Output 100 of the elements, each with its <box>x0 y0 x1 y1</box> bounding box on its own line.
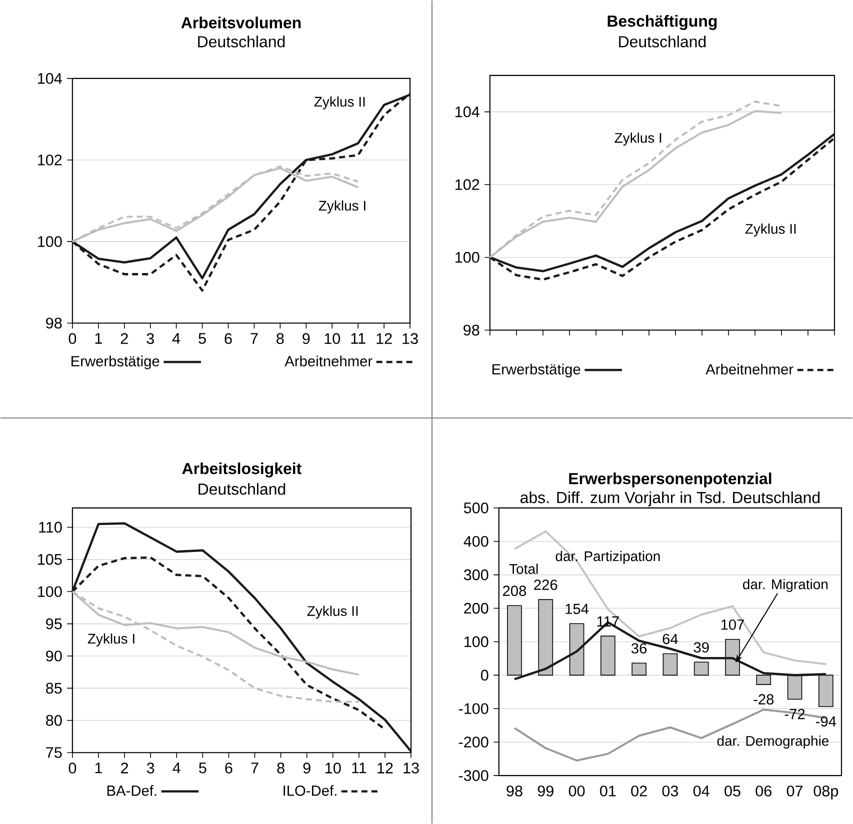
data-label: 154 <box>566 604 589 614</box>
x-tick-label: 0 <box>68 333 76 344</box>
bar <box>662 653 678 676</box>
y-tick-label: -100 <box>458 703 488 714</box>
chart-subtitle: Deutschland <box>198 483 286 495</box>
annotation: Zyklus I <box>88 633 134 646</box>
x-tick-label: 10 <box>324 333 340 344</box>
x-tick-label: 5 <box>199 762 206 774</box>
y-tick-label: 104 <box>38 73 62 84</box>
y-tick-label: 75 <box>46 747 62 758</box>
legend-label: BA-Def. <box>107 785 156 796</box>
x-tick-label: 0 <box>68 762 76 774</box>
y-tick-label: 300 <box>464 569 488 580</box>
y-tick-label: 110 <box>39 522 62 533</box>
y-tick-label: 80 <box>46 714 62 726</box>
bar <box>694 662 709 676</box>
x-tick-label: 10 <box>326 762 341 774</box>
x-tick-label: 01 <box>600 786 616 796</box>
legend-label: Erwerbstätige <box>492 364 580 378</box>
text: dar. Migration <box>743 578 828 592</box>
x-tick-label: 04 <box>693 786 710 796</box>
annotation: Zyklus I <box>614 132 662 146</box>
x-tick-label: 13 <box>402 333 418 344</box>
y-tick-label: 102 <box>38 154 62 166</box>
x-tick-label: 08p <box>814 786 838 800</box>
x-tick-label: 4 <box>172 762 180 774</box>
bar <box>507 605 522 676</box>
y-tick-label: 500 <box>464 502 488 514</box>
x-tick-label: 02 <box>631 786 647 796</box>
data-label: 208 <box>502 586 526 596</box>
x-tick-label: 4 <box>172 333 180 344</box>
chart-title: Beschäftigung <box>608 15 717 30</box>
legend-label: Arbeitnehmer <box>706 364 794 374</box>
y-tick-label: 102 <box>456 179 480 190</box>
series-label: dar. Partizipation <box>556 550 660 564</box>
x-tick-label: 11 <box>352 762 366 774</box>
bar <box>756 674 772 685</box>
x-tick-label: 11 <box>351 333 366 344</box>
x-tick-label: 9 <box>302 333 310 344</box>
y-tick-label: 105 <box>38 554 62 565</box>
x-tick-label: 00 <box>568 786 585 796</box>
y-tick-label: 98 <box>464 324 480 336</box>
y-tick-label: 95 <box>46 618 62 630</box>
x-tick-label: 2 <box>120 333 128 344</box>
x-tick-label: 03 <box>662 786 678 796</box>
bar <box>538 599 554 676</box>
y-tick-label: 98 <box>46 318 62 329</box>
chart-subtitle: Deutschland <box>198 36 285 48</box>
chart-subtitle: Deutschland <box>619 36 706 48</box>
x-tick-label: 12 <box>378 762 393 774</box>
x-tick-label: 7 <box>250 333 258 344</box>
y-tick-label: 100 <box>456 252 480 263</box>
chart-subtitle: abs. Diff. zum Vorjahr in Tsd. Deutschland <box>520 491 820 506</box>
chart-title: Arbeitsvolumen <box>181 16 301 28</box>
x-tick-label: 3 <box>146 333 154 344</box>
bar <box>569 623 584 676</box>
data-label: 226 <box>534 580 558 590</box>
x-tick-label: 6 <box>224 333 232 344</box>
y-tick-label: 100 <box>38 586 62 598</box>
y-tick-label: 104 <box>456 106 480 118</box>
x-tick-label: 07 <box>786 786 803 796</box>
chart-title: Arbeitslosigkeit <box>182 462 302 478</box>
x-tick-label: 5 <box>198 333 206 344</box>
x-tick-label: 1 <box>95 333 102 344</box>
bar <box>632 662 646 676</box>
x-tick-label: 6 <box>225 762 232 774</box>
data-label: -72 <box>784 708 805 720</box>
chart-title: Erwerbspersonenpotenzial <box>569 472 772 488</box>
y-tick-label: 85 <box>46 682 62 694</box>
bar <box>600 636 616 676</box>
bar <box>787 674 802 700</box>
x-tick-label: 13 <box>404 762 419 774</box>
y-tick-label: 90 <box>46 650 62 662</box>
annotation: Total <box>509 564 538 574</box>
legend-label: Arbeitnehmer <box>284 356 372 366</box>
data-label: -28 <box>754 694 774 704</box>
bar <box>818 674 834 708</box>
series-label: dar. Demographie <box>717 736 829 749</box>
y-tick-label: 100 <box>464 636 488 648</box>
data-label: 36 <box>631 643 647 654</box>
x-tick-label: 2 <box>121 762 128 774</box>
x-tick-label: 06 <box>756 786 772 796</box>
legend-label: ILO-Def. <box>284 785 336 796</box>
data-label: 107 <box>721 619 744 630</box>
y-tick-label: 400 <box>464 536 488 547</box>
data-label: 64 <box>662 634 678 644</box>
x-tick-label: 8 <box>276 333 284 344</box>
x-tick-label: 8 <box>277 762 284 774</box>
x-tick-label: 12 <box>376 333 392 344</box>
y-tick-label: 200 <box>464 602 488 614</box>
y-tick-label: 100 <box>38 236 62 247</box>
y-tick-label: -200 <box>458 736 488 748</box>
y-tick-label: -300 <box>458 770 488 781</box>
x-tick-label: 1 <box>95 762 102 774</box>
x-tick-label: 99 <box>538 786 554 796</box>
y-tick-label: 0 <box>480 670 488 681</box>
annotation: Zyklus II <box>314 96 365 110</box>
x-tick-label: 9 <box>303 762 310 774</box>
x-tick-label: 05 <box>724 786 740 796</box>
data-label: -94 <box>816 716 836 727</box>
